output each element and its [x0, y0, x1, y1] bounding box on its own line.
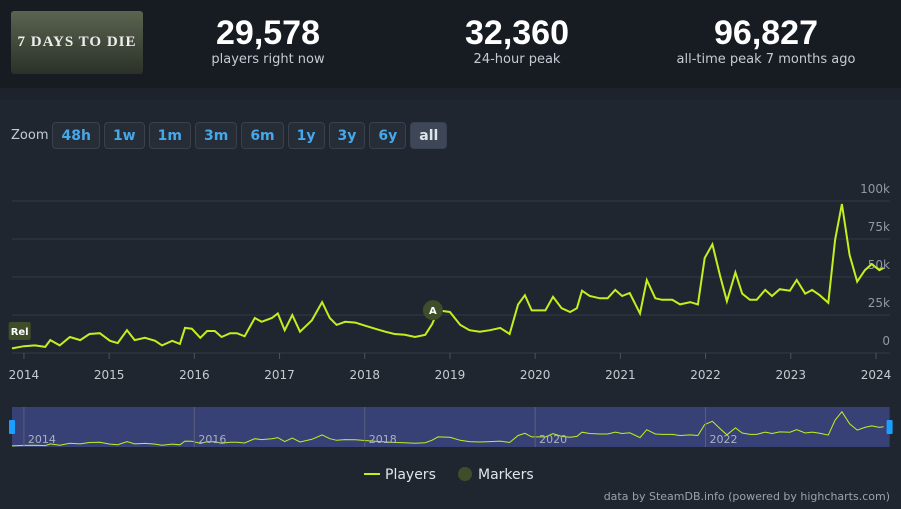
- marker-label: A: [429, 306, 437, 317]
- x-tick-label: 2021: [605, 368, 636, 382]
- stat: 96,827 all-time peak 7 months ago: [646, 14, 886, 67]
- zoom-bar: Zoom 48h 1w 1m 3m 6m 1y 3y 6y all: [11, 122, 448, 149]
- navigator-label: 2020: [539, 433, 567, 446]
- stat-value: 29,578: [216, 14, 320, 52]
- x-tick-label: 2022: [690, 368, 721, 382]
- zoom-button[interactable]: 1m: [148, 122, 191, 149]
- credit: data by SteamDB.info (powered by highcha…: [604, 490, 890, 503]
- zoom-button[interactable]: 48h: [52, 122, 100, 149]
- legend-label: Markers: [478, 467, 534, 483]
- x-tick-label: 2019: [435, 368, 466, 382]
- x-tick-label: 2024: [861, 368, 892, 382]
- zoom-button[interactable]: 1w: [103, 122, 145, 149]
- zoom-button[interactable]: 6m: [241, 122, 284, 149]
- zoom-button[interactable]: all: [410, 122, 448, 149]
- game-logo: 7 DAYS TO DIE: [11, 11, 143, 74]
- navigator-handle: [886, 420, 893, 434]
- x-tick-label: 2020: [520, 368, 551, 382]
- navigator-label: 2018: [369, 433, 397, 446]
- x-tick-label: 2014: [9, 368, 40, 382]
- y-tick-label: 25k: [868, 296, 890, 310]
- stat-label: all-time peak 7 months ago: [676, 52, 856, 67]
- navigator-label: 2022: [710, 433, 738, 446]
- navigator-label: 2016: [198, 433, 226, 446]
- y-tick-label: 50k: [868, 258, 890, 272]
- stat: 29,578 players right now: [148, 14, 388, 67]
- zoom-label: Zoom: [11, 128, 49, 143]
- x-tick-label: 2017: [264, 368, 295, 382]
- players-line: [11, 203, 885, 350]
- zoom-button[interactable]: 6y: [369, 122, 407, 149]
- navigator-selection: [12, 407, 890, 447]
- stat-value: 32,360: [465, 14, 569, 52]
- y-tick-label: 75k: [868, 220, 890, 234]
- marker: [422, 300, 443, 321]
- header: 7 DAYS TO DIE 29,578 players right now 32…: [0, 0, 901, 88]
- x-tick-label: 2023: [775, 368, 806, 382]
- legend-swatch: [458, 467, 472, 481]
- navigator-line: [11, 410, 884, 447]
- zoom-button[interactable]: 3y: [328, 122, 366, 149]
- y-tick-label: 0: [882, 334, 890, 348]
- legend-label: Players: [385, 467, 436, 483]
- x-tick-label: 2016: [179, 368, 210, 382]
- marker: [8, 321, 31, 340]
- stat-label: 24-hour peak: [473, 52, 561, 67]
- navigator-label: 2014: [28, 433, 56, 446]
- zoom-button[interactable]: 3m: [194, 122, 238, 149]
- x-tick-label: 2015: [94, 368, 125, 382]
- stat-label: players right now: [211, 52, 325, 67]
- marker-label: Rel: [11, 327, 29, 338]
- stat-value: 96,827: [714, 14, 818, 52]
- y-tick-label: 100k: [860, 182, 890, 196]
- stat: 32,360 24-hour peak: [397, 14, 637, 67]
- navigator-handle: [9, 420, 15, 434]
- x-tick-label: 2018: [349, 368, 380, 382]
- zoom-button[interactable]: 1y: [287, 122, 325, 149]
